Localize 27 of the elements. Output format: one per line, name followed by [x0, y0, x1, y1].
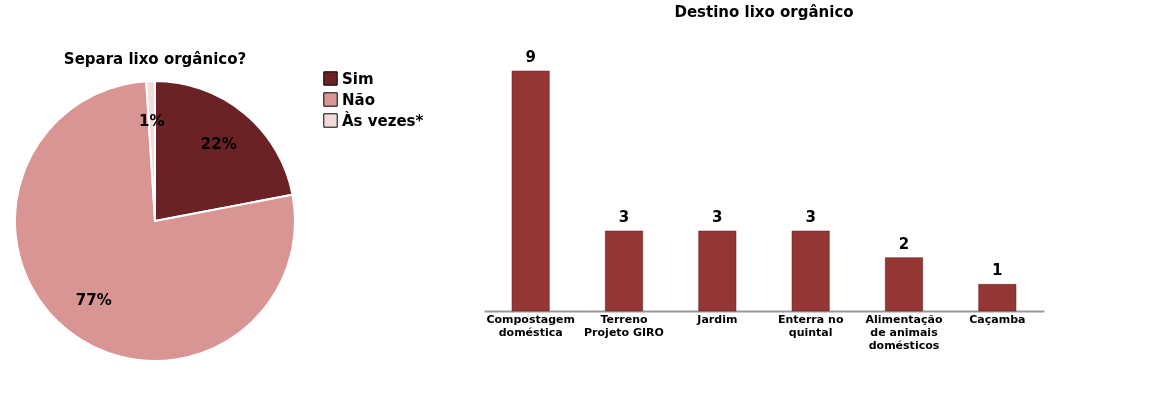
bar — [978, 284, 1017, 312]
bar — [885, 257, 923, 312]
bar — [698, 230, 737, 312]
data-label: 9 — [525, 48, 536, 66]
chart-title: Destino lixo orgânico — [674, 3, 854, 21]
data-label: 3 — [805, 208, 816, 226]
bar — [605, 230, 643, 312]
chart-title: Separa lixo orgânico? — [63, 50, 247, 68]
data-label: 22% — [200, 134, 237, 153]
bar — [791, 230, 830, 312]
bar — [511, 70, 550, 312]
data-label: 1% — [139, 112, 165, 131]
legend-label: Não — [342, 90, 375, 109]
legend-label: Sim — [342, 69, 374, 88]
x-tick-label: Jardim — [696, 312, 738, 326]
x-tick-label: Caçamba — [969, 312, 1026, 326]
x-tick-label: Compostagem doméstica — [486, 312, 575, 339]
x-tick-label: Terreno Projeto GIRO — [584, 312, 664, 339]
data-label: 2 — [898, 234, 910, 253]
pie-slice — [14, 80, 296, 362]
data-label: 1 — [992, 261, 1003, 280]
data-label: 77% — [75, 291, 112, 310]
data-label: 3 — [712, 208, 723, 226]
x-tick-label: Alimentação de animais domésticos — [865, 312, 943, 352]
data-label: 3 — [618, 208, 630, 226]
x-tick-label: Enterra no quintal — [777, 312, 844, 339]
legend-label: Às vezes* — [342, 110, 424, 130]
